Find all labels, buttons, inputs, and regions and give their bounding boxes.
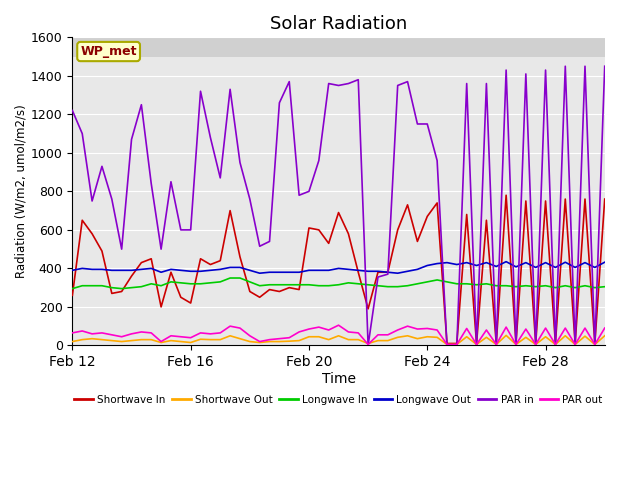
Title: Solar Radiation: Solar Radiation	[270, 15, 407, 33]
Y-axis label: Radiation (W/m2, umol/m2/s): Radiation (W/m2, umol/m2/s)	[15, 105, 28, 278]
Text: WP_met: WP_met	[81, 45, 137, 58]
Bar	[72, 37, 605, 57]
Legend: Shortwave In, Shortwave Out, Longwave In, Longwave Out, PAR in, PAR out: Shortwave In, Shortwave Out, Longwave In…	[70, 391, 607, 409]
X-axis label: Time: Time	[321, 372, 356, 386]
